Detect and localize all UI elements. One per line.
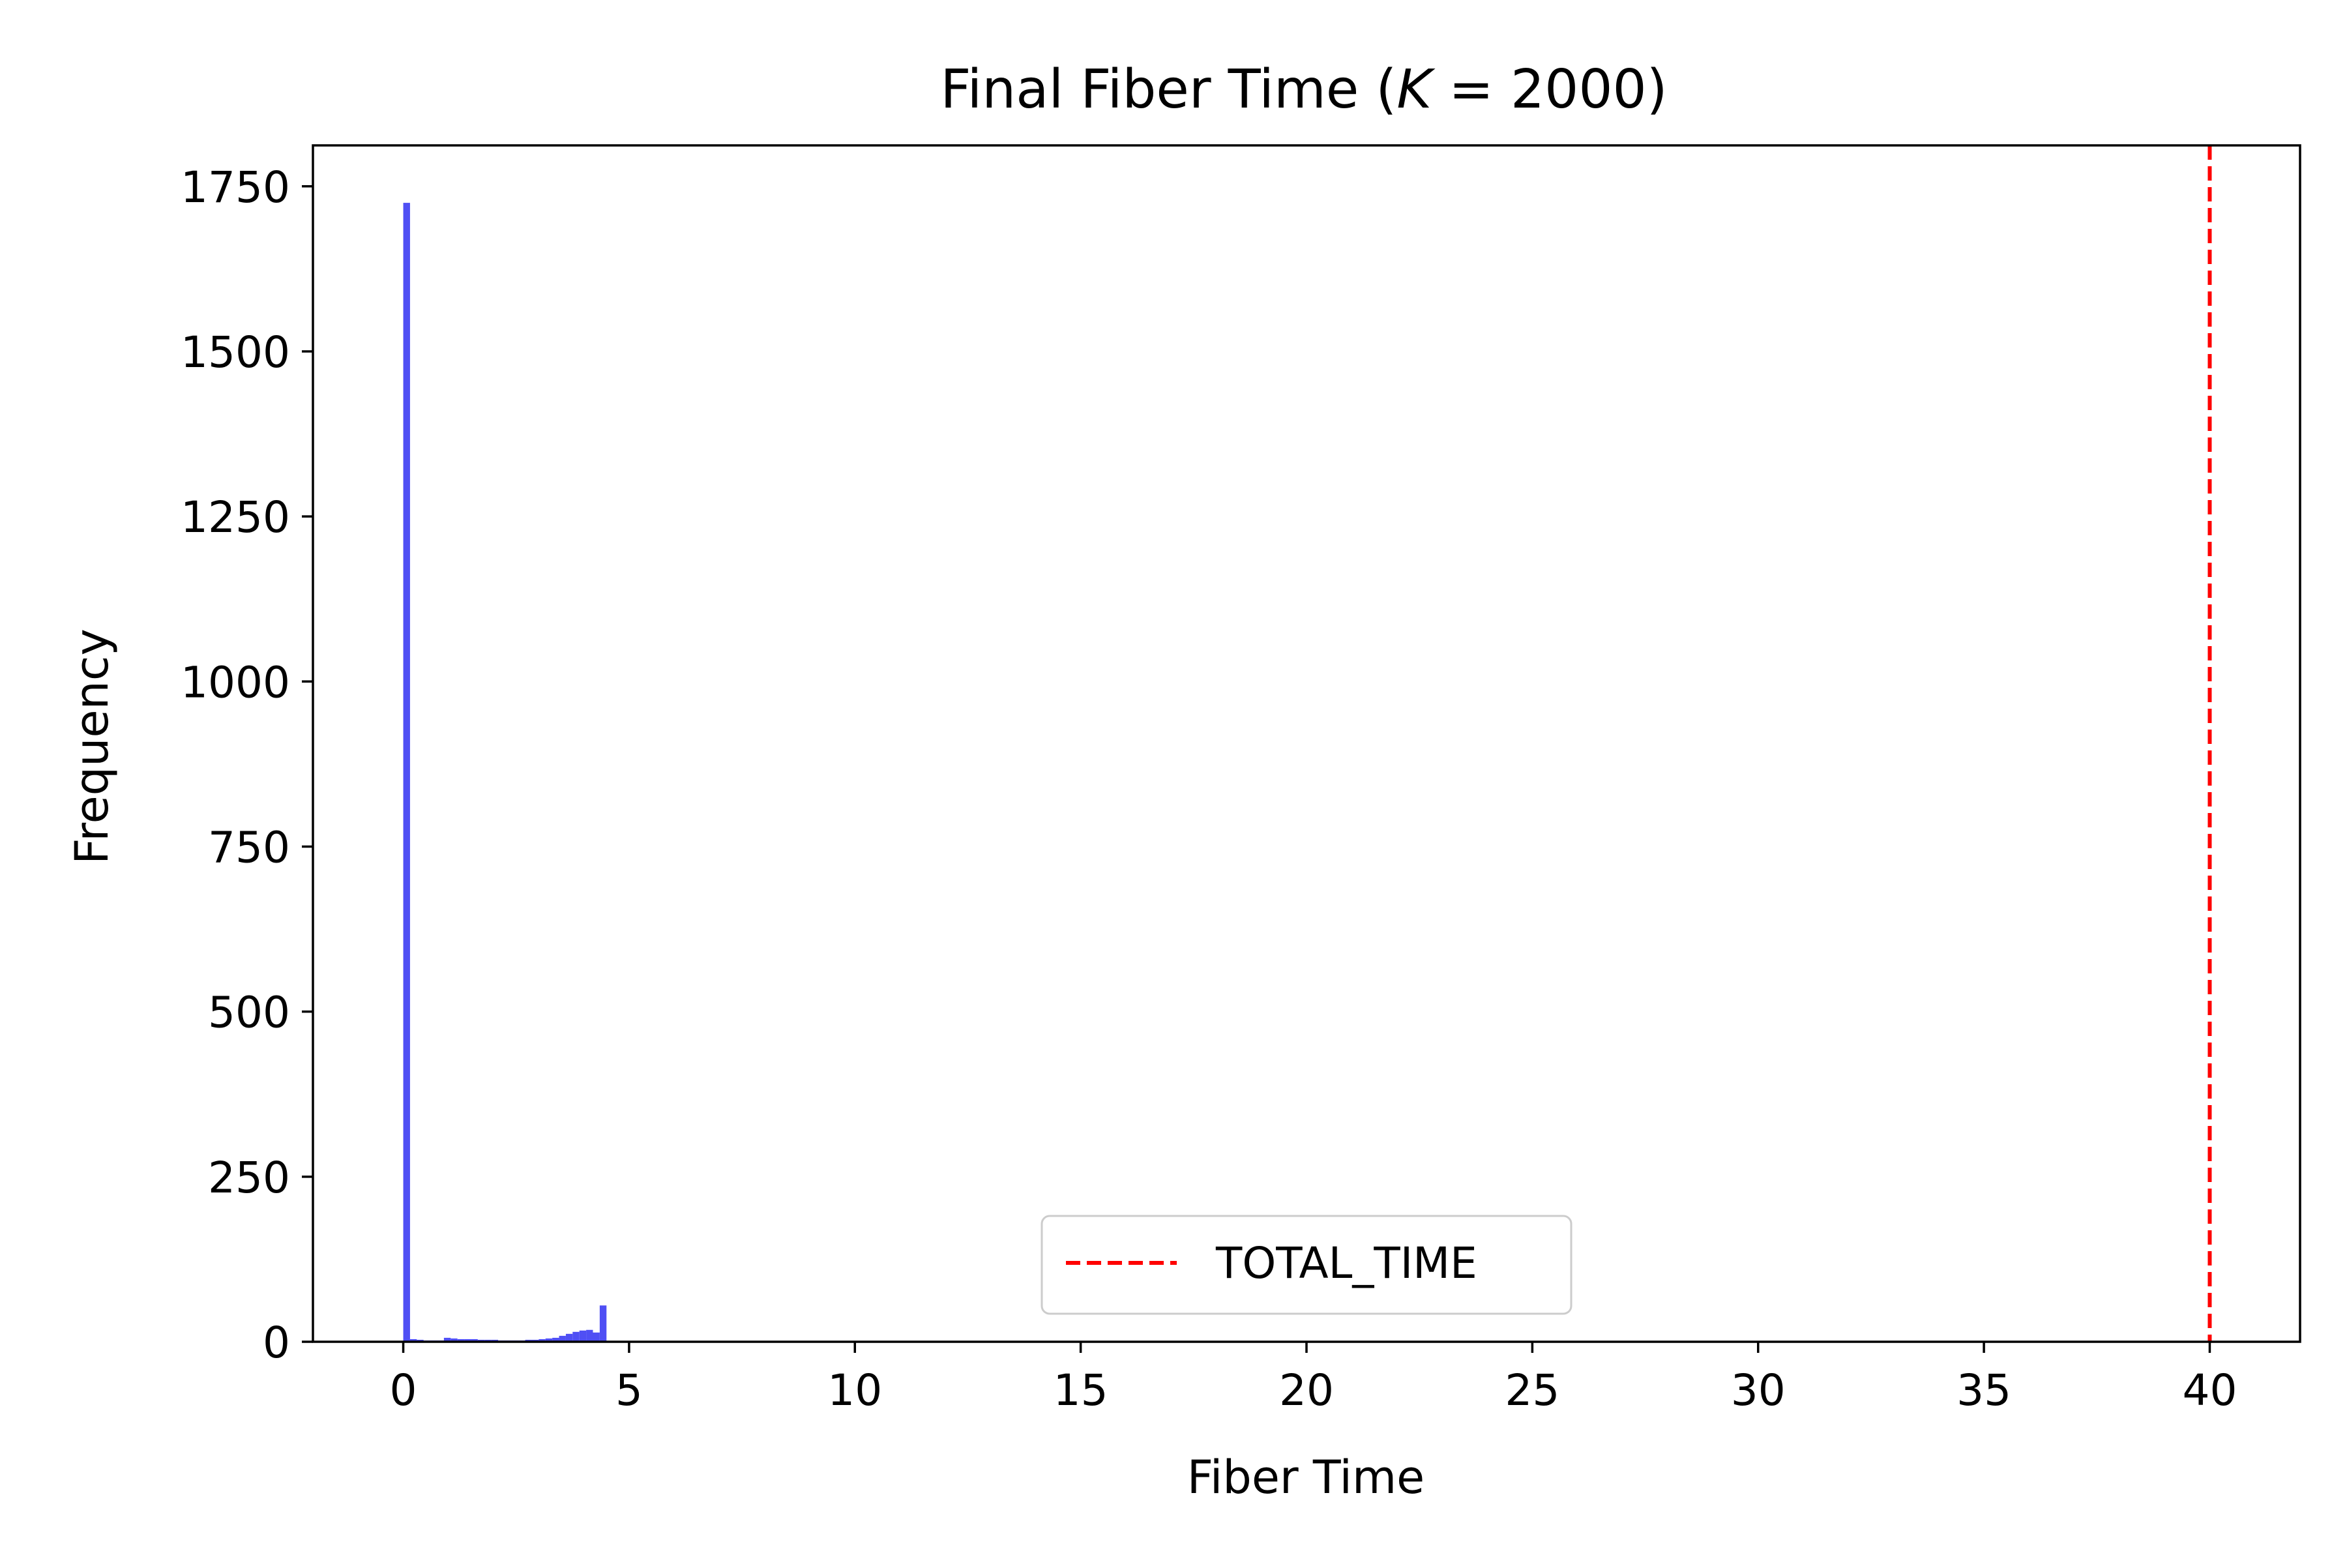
chart-title-operator: = (1432, 59, 1511, 121)
y-tick-label-500: 500 (208, 988, 290, 1038)
x-tick-label-5: 5 (615, 1365, 643, 1415)
chart-title-variable: K (1396, 59, 1436, 121)
y-tick-label-0: 0 (263, 1318, 290, 1368)
histogram-bar-26 (579, 1330, 587, 1342)
y-tick-label-750: 750 (208, 822, 290, 872)
y-axis-label: Frequency (65, 629, 119, 865)
histogram-bar-22 (552, 1337, 559, 1342)
legend-box (1041, 1215, 1572, 1315)
histogram-bar-9 (464, 1339, 471, 1342)
y-tick-label-1000: 1000 (181, 657, 290, 707)
histogram-bar-23 (559, 1335, 566, 1342)
x-tick-label-40: 40 (2182, 1365, 2237, 1415)
histogram-bar-10 (471, 1339, 478, 1342)
y-tick-label-1750: 1750 (181, 162, 290, 213)
y-axis-ticks: 0 250 500 750 1000 1250 1500 1750 (181, 162, 313, 1368)
histogram-bar-29 (599, 1305, 607, 1342)
histogram-bars (403, 203, 607, 1342)
chart-title-suffix: ) (1647, 59, 1668, 121)
plot-frame (312, 144, 2301, 1343)
histogram-bar-6 (443, 1337, 451, 1342)
histogram-bar-1 (409, 1339, 417, 1342)
x-tick-label-20: 20 (1279, 1365, 1334, 1415)
x-tick-label-0: 0 (390, 1365, 417, 1415)
legend-label-total-time: TOTAL_TIME (1215, 1238, 1477, 1288)
histogram-bar-27 (586, 1329, 593, 1342)
histogram-bar-7 (450, 1338, 458, 1342)
y-tick-label-1500: 1500 (181, 327, 290, 377)
x-tick-label-30: 30 (1731, 1365, 1786, 1415)
histogram-bar-21 (545, 1338, 553, 1342)
histogram-bar-8 (457, 1339, 465, 1342)
chart-title-value: 2000 (1511, 59, 1647, 121)
legend: TOTAL_TIME (1041, 1215, 1572, 1315)
histogram-bar-25 (572, 1331, 580, 1342)
histogram-bar-28 (593, 1332, 600, 1342)
y-tick-label-1250: 1250 (181, 492, 290, 542)
x-tick-label-10: 10 (827, 1365, 882, 1415)
x-axis-label: Fiber Time (1187, 1451, 1424, 1504)
y-tick-label-250: 250 (208, 1153, 290, 1203)
x-tick-label-25: 25 (1505, 1365, 1559, 1415)
chart-title: Final Fiber Time (K = 2000) (940, 59, 1667, 121)
x-tick-label-15: 15 (1054, 1365, 1108, 1415)
x-axis-ticks: 0 5 10 15 20 25 30 35 40 (390, 1342, 2237, 1415)
chart-title-prefix: Final Fiber Time ( (940, 59, 1396, 121)
x-tick-label-35: 35 (1956, 1365, 2011, 1415)
histogram-bar-24 (565, 1333, 573, 1342)
histogram-bar-0 (403, 203, 410, 1342)
histogram-bar-20 (539, 1339, 546, 1342)
